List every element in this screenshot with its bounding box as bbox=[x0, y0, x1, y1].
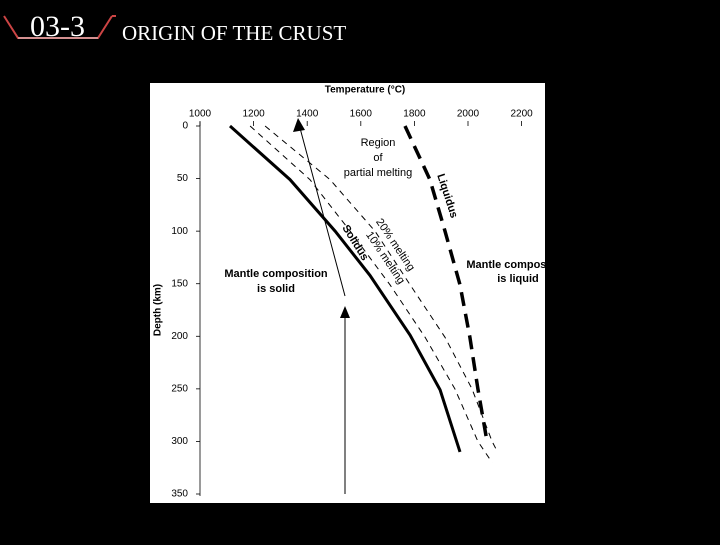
annotation: Mantle composition bbox=[466, 259, 570, 271]
x-tick-label: 2200 bbox=[510, 109, 533, 120]
series-line bbox=[249, 125, 493, 463]
annotation: Region bbox=[361, 137, 396, 149]
annotation: of bbox=[373, 152, 383, 164]
y-tick-label: 100 bbox=[171, 226, 188, 237]
x-tick-label: 1800 bbox=[403, 109, 426, 120]
x-tick-label: 1400 bbox=[296, 109, 319, 120]
x-axis-title: Temperature (°C) bbox=[325, 85, 406, 96]
y-tick-label: 300 bbox=[171, 436, 188, 447]
y-tick-label: 200 bbox=[171, 331, 188, 342]
x-tick-label: 1600 bbox=[350, 109, 373, 120]
x-tick-label: 1000 bbox=[189, 109, 212, 120]
y-tick-label: 250 bbox=[171, 383, 188, 394]
x-tick-label: 2000 bbox=[457, 109, 480, 120]
y-tick-label: 0 bbox=[182, 121, 188, 132]
annotation: is liquid bbox=[497, 273, 539, 285]
annotation: partial melting bbox=[344, 167, 412, 179]
figure-panel bbox=[150, 83, 545, 503]
annotation: Mantle composition bbox=[224, 268, 328, 280]
y-tick-label: 50 bbox=[177, 173, 189, 184]
slide-title: ORIGIN OF THE CRUST bbox=[122, 21, 346, 45]
y-axis-title: Depth (km) bbox=[153, 284, 164, 336]
y-tick-label: 350 bbox=[171, 489, 188, 500]
series-line bbox=[229, 124, 462, 453]
slide-number: 03-3 bbox=[30, 10, 85, 43]
arrow bbox=[299, 127, 346, 494]
y-tick-label: 150 bbox=[171, 278, 188, 289]
x-tick-label: 1200 bbox=[242, 109, 265, 120]
annotation: is solid bbox=[257, 283, 295, 295]
series-line bbox=[403, 125, 489, 442]
